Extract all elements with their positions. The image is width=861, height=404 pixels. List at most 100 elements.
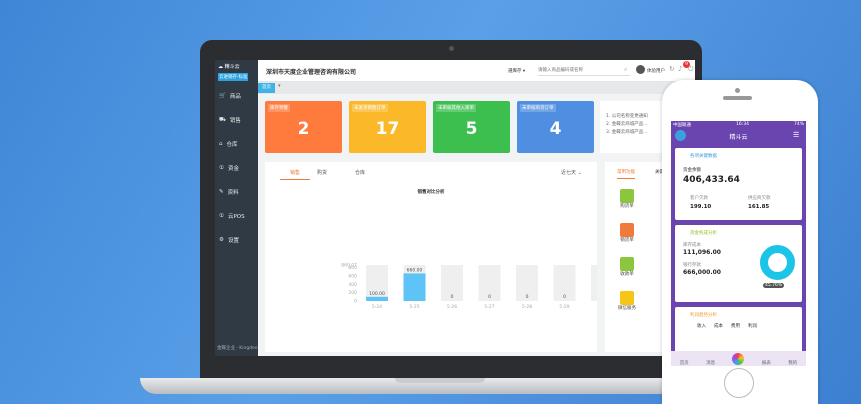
phone-camera	[735, 88, 740, 93]
notice-item[interactable]: 3. 金蝶云商城产品...	[606, 130, 648, 135]
nav-messages[interactable]: 消息	[706, 361, 716, 366]
y-tick-label: 400	[348, 282, 357, 288]
bank-label: 银行存款	[683, 263, 701, 268]
bottom-nav: 首页 消息 报表 我的	[671, 351, 806, 366]
card-title: 资金构成分析	[690, 231, 717, 236]
x-tick-label: 5-24	[372, 304, 382, 310]
avatar[interactable]	[636, 65, 645, 74]
quick-action-label: 销货单	[620, 238, 634, 243]
bar-value-label: 0	[526, 294, 529, 300]
stat-card-value: 5	[465, 119, 478, 139]
bell-icon[interactable]: ♪	[678, 65, 683, 73]
search-input[interactable]	[538, 65, 630, 76]
carrier: 中国联通	[673, 123, 691, 128]
receivable-value: 199.10	[690, 204, 712, 210]
home-button[interactable]	[724, 368, 754, 398]
inventory-label: 库存成本	[683, 243, 701, 248]
phone-screen: 中国联通 16:34 74% 精斗云 ☰ 各项关键数据 资金余额 406,433.6…	[671, 121, 806, 366]
x-tick-label: 5-27	[484, 304, 494, 310]
profit-card[interactable]: 利润趋势分析 收入 成本 费用 利润	[675, 307, 802, 357]
quick-action[interactable]: 销货单	[615, 223, 639, 243]
chart-title: 销售对比分析	[417, 190, 445, 195]
notice-item[interactable]: 1. 公司名称变更通知	[606, 114, 648, 119]
card-title: 各项关键数据	[690, 154, 717, 159]
tab-purchase[interactable]: 购货	[317, 170, 328, 176]
money-icon: ①	[219, 165, 224, 171]
quick-action-label: 收款单	[620, 272, 634, 277]
menu-icon[interactable]: ☰	[793, 131, 800, 139]
quick-action-icon	[620, 189, 634, 203]
sidebar-item[interactable]: 🛒 商品	[215, 85, 258, 107]
app-window: ☁ 精斗云 云进销存·标准 🛒 商品 ⛟ 销售 ⌂ 仓库 ① 资金 ✎ 资料 ① 云POS ⚙ 设置 金蝶企…	[215, 60, 695, 356]
sidebar-item-label: 商品	[229, 94, 241, 100]
tab-warehouse[interactable]: 仓库	[355, 170, 366, 176]
sidebar-item-label: 仓库	[226, 142, 238, 148]
sidebar-item-label: 云POS	[227, 214, 245, 220]
nav-reports[interactable]: 报表	[761, 361, 771, 366]
bar-value-label: 0	[563, 294, 566, 300]
search-icon[interactable]: ⌕	[624, 66, 628, 73]
power-icon[interactable]: ⏻	[688, 65, 694, 73]
stat-card[interactable]: 库存预警 2	[265, 101, 342, 153]
pos-icon: ①	[219, 213, 224, 219]
add-button[interactable]	[732, 353, 745, 365]
y-tick-label: 600	[348, 273, 357, 279]
sidebar-item[interactable]: ✎ 资料	[215, 181, 258, 203]
quick-action[interactable]: 微信服务	[615, 291, 639, 311]
nav-mine[interactable]: 我的	[788, 361, 798, 366]
fund-card[interactable]: 资金构成分析 库存成本 111,096.00 银行存款 666,000.00 4…	[675, 225, 802, 302]
bar-background	[553, 265, 576, 301]
bar-background	[516, 265, 538, 301]
payable-value: 161.85	[748, 204, 770, 210]
balance-value: 406,433.64	[683, 175, 740, 185]
sidebar-item-label: 资金	[227, 166, 239, 172]
company-name: 深圳市天度企业管理咨询有限公司	[266, 69, 357, 76]
donut-chart	[760, 245, 795, 280]
warehouse-icon: ⌂	[219, 141, 223, 147]
key-data-card[interactable]: 各项关键数据 资金余额 406,433.64 客户欠款 199.10 供应商欠款…	[675, 148, 802, 220]
stat-card-title: 未审核其他入库单	[436, 104, 476, 112]
legend-item: 利润	[748, 324, 757, 329]
sidebar-item[interactable]: ⚙ 设置	[215, 229, 258, 251]
tab-strip: 首页 ▾	[258, 82, 695, 94]
quick-action[interactable]: 收款单	[615, 257, 639, 277]
nav-home[interactable]: 首页	[679, 361, 689, 366]
quick-action[interactable]: 购货单	[615, 189, 639, 209]
refresh-icon[interactable]: ↻	[669, 65, 675, 73]
stat-card[interactable]: 未发货销售订单 17	[349, 101, 426, 153]
bar-background	[366, 265, 388, 301]
bar	[403, 273, 426, 301]
user-name[interactable]: 体验用户	[647, 69, 665, 74]
profit-legend: 收入 成本 费用 利润	[697, 323, 757, 329]
stat-card[interactable]: 未审核购货订单 4	[517, 101, 594, 153]
phone-avatar[interactable]	[675, 130, 686, 141]
balance-label: 资金余额	[683, 168, 701, 173]
tab-menu-chevron-icon[interactable]: ▾	[278, 83, 281, 89]
cart-icon: 🛒	[219, 93, 226, 99]
warehouse-select[interactable]: 選库存 ▾	[508, 69, 526, 74]
bar-value-label: 100.00	[369, 291, 385, 297]
logo-text: 精斗云	[224, 64, 240, 70]
sidebar-item[interactable]: ⌂ 仓库	[215, 133, 258, 155]
tab-common[interactable]: 常用功能	[617, 169, 635, 179]
sidebar-item[interactable]: ⛟ 销售	[215, 109, 258, 131]
inventory-value: 111,096.00	[683, 249, 721, 256]
legend-item: 成本	[714, 324, 723, 329]
stat-card-title: 未发货销售订单	[352, 104, 388, 112]
sidebar-item[interactable]: ① 资金	[215, 157, 258, 179]
edition-badge: 云进销存·标准	[218, 73, 249, 81]
sidebar-item[interactable]: ① 云POS	[215, 205, 258, 227]
notice-item[interactable]: 2. 金蝶云商城产品...	[606, 122, 648, 127]
tab-sales[interactable]: 销售	[280, 169, 311, 180]
stat-card[interactable]: 未审核其他入库单 5	[433, 101, 510, 153]
bar-background	[441, 265, 463, 301]
laptop-base	[140, 378, 720, 394]
top-bar: 深圳市天度企业管理咨询有限公司 選库存 ▾ ⌕ 体验用户 ↻ ♪ 9 ⏻	[258, 60, 695, 82]
quick-action-icon	[620, 291, 634, 305]
stat-card-title: 未审核购货订单	[520, 104, 556, 112]
tab-home[interactable]: 首页	[258, 83, 275, 93]
range-select[interactable]: 近七天 ⌄	[561, 170, 582, 176]
footer: 金蝶企业 · Kingdee	[217, 346, 258, 351]
quick-action-label: 微信服务	[618, 306, 636, 311]
